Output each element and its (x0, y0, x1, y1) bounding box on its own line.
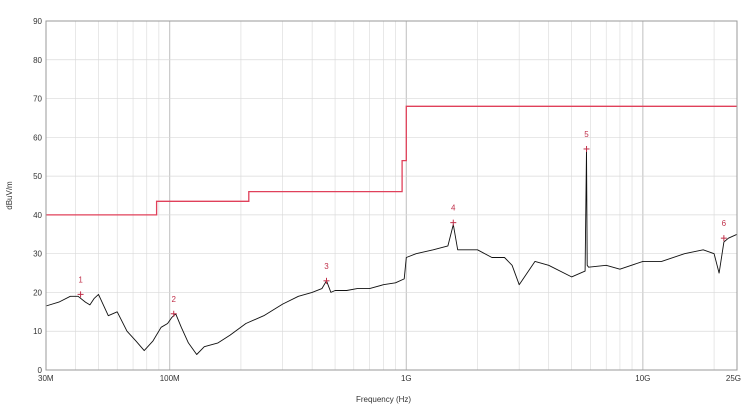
marker-5: 5 (583, 130, 590, 152)
x-tick-label: 10G (635, 374, 650, 383)
y-tick-label: 10 (33, 327, 42, 336)
y-tick-label: 0 (38, 366, 43, 375)
marker-label: 2 (172, 295, 177, 304)
plot-frame (45, 20, 738, 371)
marker-4: 4 (450, 204, 457, 226)
markers: 1 2 3 4 5 6 (77, 130, 727, 317)
x-tick-label: 100M (160, 374, 180, 383)
x-tick-label: 30M (38, 374, 54, 383)
grid (45, 20, 737, 371)
marker-3: 3 (323, 262, 330, 284)
y-tick-label: 40 (33, 211, 42, 220)
y-tick-label: 90 (33, 17, 42, 26)
y-tick-label: 60 (33, 133, 42, 142)
y-tick-label: 70 (33, 95, 42, 104)
axis-ticks: 0 10 20 30 40 50 60 70 80 90 30M 100M 1G 10G 25G (33, 17, 741, 383)
y-axis-label: dBuV/m (5, 181, 14, 210)
measurement-trace (45, 148, 738, 355)
marker-label: 5 (584, 130, 589, 139)
y-tick-label: 50 (33, 172, 42, 181)
marker-2: 2 (170, 295, 177, 317)
x-tick-label: 1G (401, 374, 412, 383)
limit-line-path (46, 105, 737, 216)
x-axis-label: Frequency (Hz) (356, 395, 411, 404)
x-tick-label: 25G (726, 374, 741, 383)
marker-label: 3 (324, 262, 329, 271)
y-tick-label: 20 (33, 288, 42, 297)
measurement-trace-path (45, 148, 738, 355)
y-tick-label: 30 (33, 250, 42, 259)
marker-label: 1 (78, 275, 83, 284)
marker-1: 1 (77, 275, 84, 298)
y-tick-label: 80 (33, 56, 42, 65)
marker-label: 4 (451, 204, 456, 213)
marker-6: 6 (720, 219, 727, 242)
limit-line (46, 105, 737, 216)
marker-label: 6 (722, 219, 727, 228)
